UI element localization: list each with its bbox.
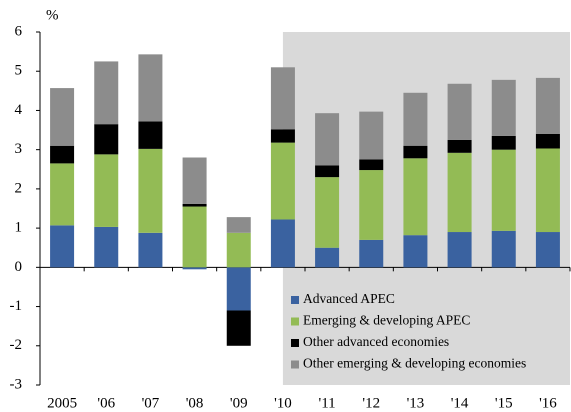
bar-segment [94,61,119,125]
x-tick-label: '11 [319,395,336,411]
y-tick-label: -2 [10,337,23,353]
y-tick-label: 3 [15,141,23,157]
bar-segment [94,124,119,155]
bar-segment [403,145,428,159]
x-tick-label: '13 [407,395,425,411]
y-tick-label: 4 [15,102,23,118]
bar-segment [50,163,75,226]
y-tick-label: -1 [10,298,23,314]
x-tick-label: 2005 [47,395,77,411]
bar-segment [138,232,163,268]
bar-segment [359,239,384,268]
bar-segment [50,145,75,164]
legend-swatch [291,317,299,326]
bar-segment [315,177,340,248]
bar-segment [403,92,428,146]
legend-label: Advanced APEC [303,291,395,306]
x-tick-label: '16 [539,395,557,411]
legend-label: Other emerging & developing economies [303,356,526,371]
x-tick-label: '10 [274,395,292,411]
bar-segment [270,129,295,143]
legend-label: Emerging & developing APEC [303,313,470,328]
bar-segment [182,206,207,268]
bar-segment [182,267,207,270]
y-tick-label: 6 [15,23,23,39]
bar-segment [182,157,207,204]
bar-segment [403,158,428,236]
bar-segment [491,79,516,136]
bar-segment [491,230,516,268]
bar-segment [226,267,251,311]
bar-segment [491,135,516,150]
bar-segment [447,152,472,233]
bar-segment [535,232,560,268]
bar-segment [94,154,119,227]
bar-segment [270,67,295,130]
x-tick-label: '14 [451,395,469,411]
x-tick-label: '06 [97,395,115,411]
bar-segment [535,148,560,233]
bar-segment [226,217,251,233]
y-tick-label: 2 [15,180,23,196]
bar-segment [315,247,340,268]
bar-segment [226,310,251,346]
x-tick-label: '15 [495,395,513,411]
y-axis-label: % [46,7,59,23]
bar-segment [50,225,75,268]
bar-segment [182,203,207,207]
y-tick-label: 0 [15,259,23,275]
bar-segment [447,83,472,140]
x-tick-label: '08 [186,395,204,411]
y-tick-label: 1 [15,220,23,236]
bar-segment [315,165,340,178]
legend-label: Other advanced economies [303,334,449,349]
bar-segment [535,133,560,149]
y-tick-label: 5 [15,63,23,79]
bar-segment [447,232,472,268]
bar-segment [447,139,472,153]
bar-segment [535,77,560,134]
x-tick-label: '07 [142,395,160,411]
bar-segment [359,111,384,160]
x-tick-label: '09 [230,395,248,411]
bar-segment [50,88,75,146]
legend-swatch [291,296,299,304]
bar-segment [270,219,295,268]
bar-segment [403,235,428,268]
bar-segment [94,226,119,268]
bar-segment [270,142,295,220]
legend-swatch [291,360,299,369]
bar-segment [315,113,340,166]
bar-segment [491,149,516,231]
bar-segment [359,170,384,240]
x-tick-label: '12 [362,395,380,411]
y-tick-label: -3 [10,376,23,392]
bar-segment [138,148,163,233]
bar-segment [226,232,251,268]
legend-swatch [291,339,299,347]
bar-segment [138,54,163,122]
bar-segment [359,159,384,171]
bar-segment [138,121,163,149]
